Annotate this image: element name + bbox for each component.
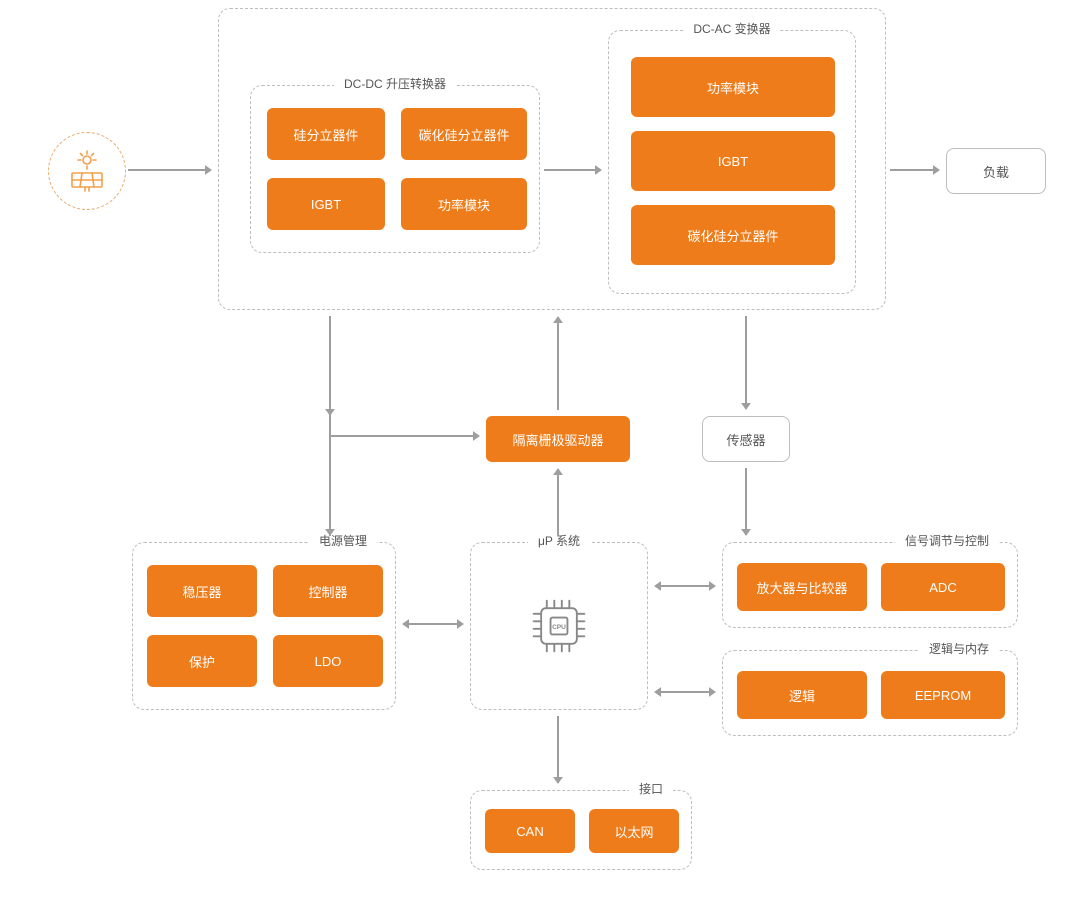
group-label-iface: 接口 bbox=[629, 780, 673, 797]
group-cpu: μP 系统 bbox=[470, 542, 648, 710]
box-dcac_igbt[interactable]: IGBT bbox=[631, 131, 835, 191]
group-logic: 逻辑与内存逻辑EEPROM bbox=[722, 650, 1018, 736]
group-label-dcdc: DC-DC 升压转换器 bbox=[334, 75, 456, 92]
group-power: 电源管理稳压器控制器保护LDO bbox=[132, 542, 396, 710]
group-label-cpu: μP 系统 bbox=[528, 532, 590, 549]
cpu-icon: CPU bbox=[528, 595, 590, 657]
box-pwr_prot[interactable]: 保护 bbox=[147, 635, 257, 687]
box-log_eeprom[interactable]: EEPROM bbox=[881, 671, 1005, 719]
box-dcac_sic[interactable]: 碳化硅分立器件 bbox=[631, 205, 835, 265]
group-label-dcac: DC-AC 变换器 bbox=[683, 20, 780, 37]
box-dcac_pm[interactable]: 功率模块 bbox=[631, 57, 835, 117]
box-load[interactable]: 负载 bbox=[946, 148, 1046, 194]
box-dcdc_si[interactable]: 硅分立器件 bbox=[267, 108, 385, 160]
box-if_can[interactable]: CAN bbox=[485, 809, 575, 853]
group-iface: 接口CAN以太网 bbox=[470, 790, 692, 870]
box-pwr_ldo[interactable]: LDO bbox=[273, 635, 383, 687]
box-dcdc_pm[interactable]: 功率模块 bbox=[401, 178, 527, 230]
group-dcdc: DC-DC 升压转换器硅分立器件碳化硅分立器件IGBT功率模块 bbox=[250, 85, 540, 253]
box-sig_adc[interactable]: ADC bbox=[881, 563, 1005, 611]
box-pwr_ctrl[interactable]: 控制器 bbox=[273, 565, 383, 617]
box-sensor[interactable]: 传感器 bbox=[702, 416, 790, 462]
solar-source-icon bbox=[48, 132, 126, 210]
group-signal: 信号调节与控制放大器与比较器ADC bbox=[722, 542, 1018, 628]
box-dcdc_igbt[interactable]: IGBT bbox=[267, 178, 385, 230]
group-dcac: DC-AC 变换器功率模块IGBT碳化硅分立器件 bbox=[608, 30, 856, 294]
box-if_eth[interactable]: 以太网 bbox=[589, 809, 679, 853]
group-label-signal: 信号调节与控制 bbox=[895, 532, 999, 549]
box-sig_amp[interactable]: 放大器与比较器 bbox=[737, 563, 867, 611]
group-label-power: 电源管理 bbox=[309, 532, 377, 549]
group-label-logic: 逻辑与内存 bbox=[919, 640, 999, 657]
box-log_logic[interactable]: 逻辑 bbox=[737, 671, 867, 719]
svg-text:CPU: CPU bbox=[552, 624, 566, 631]
box-pwr_reg[interactable]: 稳压器 bbox=[147, 565, 257, 617]
box-gate_drv[interactable]: 隔离栅极驱动器 bbox=[486, 416, 630, 462]
box-dcdc_sic[interactable]: 碳化硅分立器件 bbox=[401, 108, 527, 160]
